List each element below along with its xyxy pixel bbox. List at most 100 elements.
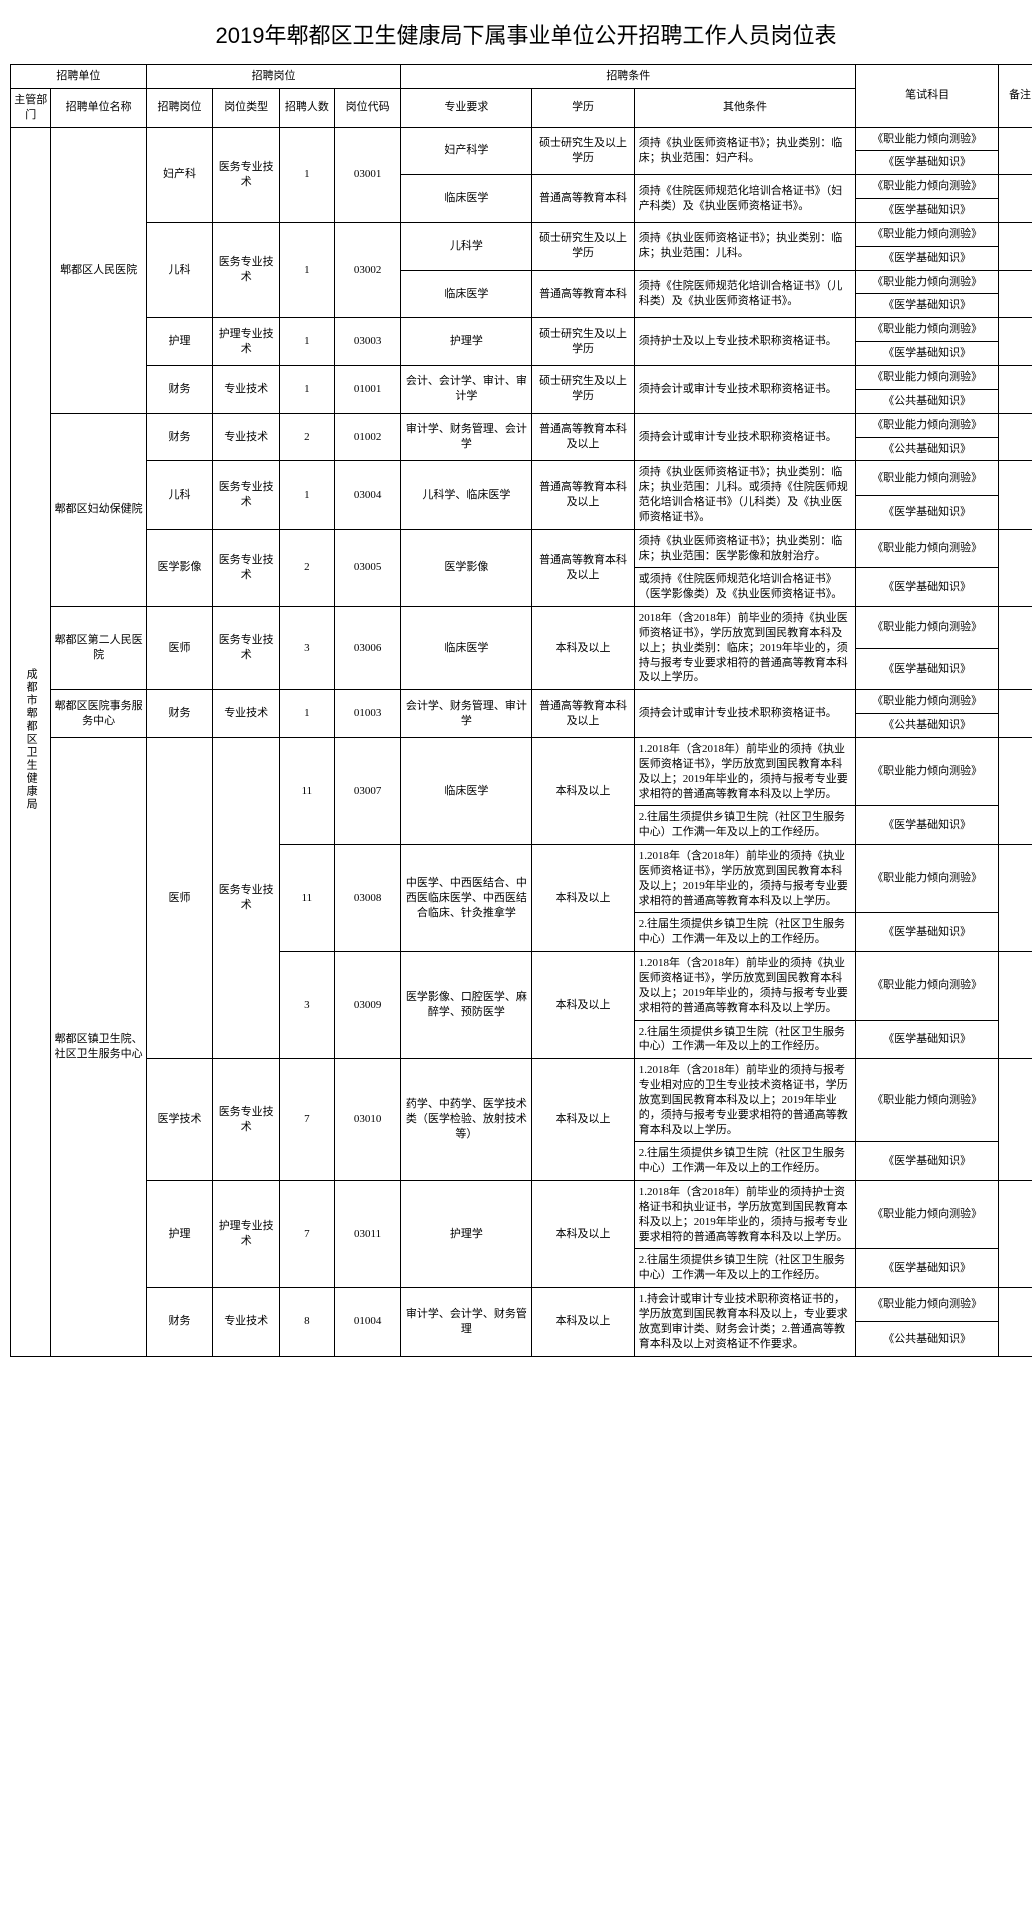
other-cell: 2.往届生须提供乡镇卫生院（社区卫生服务中心）工作满一年及以上的工作经历。: [634, 806, 855, 845]
post-cell: 财务: [146, 413, 213, 461]
exam-cell: 《职业能力倾向测验》: [856, 845, 999, 913]
num-cell: 8: [280, 1288, 335, 1356]
hdr-note: 备注: [999, 65, 1032, 128]
unit-cell: 郫都区第二人民医院: [51, 607, 146, 690]
other-cell: 1.2018年（含2018年）前毕业的须持《执业医师资格证书》，学历放宽到国民教…: [634, 952, 855, 1020]
exam-cell: 《职业能力倾向测验》: [856, 607, 999, 649]
edu-cell: 普通高等教育本科及以上: [532, 413, 634, 461]
edu-cell: 普通高等教育本科: [532, 270, 634, 318]
major-cell: 药学、中药学、医学技术类（医学检验、放射技术等）: [401, 1059, 532, 1181]
major-cell: 会计学、财务管理、审计学: [401, 690, 532, 738]
table-row: 郫都区妇幼保健院 财务 专业技术 2 01002 审计学、财务管理、会计学 普通…: [11, 413, 1032, 437]
exam-cell: 《医学基础知识》: [856, 1020, 999, 1059]
post-cell: 财务: [146, 690, 213, 738]
exam-cell: 《医学基础知识》: [856, 1142, 999, 1181]
post-cell: 财务: [146, 1288, 213, 1356]
num-cell: 11: [280, 845, 335, 952]
code-cell: 03006: [334, 607, 401, 690]
post-cell: 医学技术: [146, 1059, 213, 1181]
num-cell: 1: [280, 127, 335, 222]
num-cell: 1: [280, 461, 335, 529]
exam-cell: 《公共基础知识》: [856, 714, 999, 738]
hdr-dept: 主管部门: [11, 88, 51, 127]
other-cell: 1.持会计或审计专业技术职称资格证书的，学历放宽到国民教育本科及以上，专业要求放…: [634, 1288, 855, 1356]
major-cell: 审计学、会计学、财务管理: [401, 1288, 532, 1356]
code-cell: 03009: [334, 952, 401, 1059]
post-cell: 儿科: [146, 461, 213, 529]
hdr-recruit-post: 招聘岗位: [146, 65, 401, 89]
exam-cell: 《职业能力倾向测验》: [856, 690, 999, 714]
other-cell: 须持《执业医师资格证书》；执业类别：临床；执业范围：儿科。: [634, 222, 855, 270]
other-cell: 1.2018年（含2018年）前毕业的须持与报考专业相对应的卫生专业技术资格证书…: [634, 1059, 855, 1142]
exam-cell: 《职业能力倾向测验》: [856, 413, 999, 437]
num-cell: 7: [280, 1059, 335, 1181]
exam-cell: 《医学基础知识》: [856, 1249, 999, 1288]
other-cell: 须持会计或审计专业技术职称资格证书。: [634, 365, 855, 413]
num-cell: 3: [280, 607, 335, 690]
table-row: 儿科 医务专业技术 1 03002 儿科学 硕士研究生及以上学历 须持《执业医师…: [11, 222, 1032, 270]
num-cell: 1: [280, 222, 335, 317]
edu-cell: 硕士研究生及以上学历: [532, 127, 634, 175]
type-cell: 医务专业技术: [213, 1059, 280, 1181]
hdr-code: 岗位代码: [334, 88, 401, 127]
exam-cell: 《职业能力倾向测验》: [856, 1288, 999, 1322]
hdr-type: 岗位类型: [213, 88, 280, 127]
post-cell: 护理: [146, 1181, 213, 1288]
other-cell: 须持《住院医师规范化培训合格证书》（妇产科类）及《执业医师资格证书》。: [634, 175, 855, 223]
post-cell: 财务: [146, 365, 213, 413]
other-cell: 1.2018年（含2018年）前毕业的须持护士资格证书和执业证书，学历放宽到国民…: [634, 1181, 855, 1249]
exam-cell: 《职业能力倾向测验》《医学基础知识》: [856, 270, 999, 318]
major-cell: 妇产科学: [401, 127, 532, 175]
code-cell: 03004: [334, 461, 401, 529]
other-cell: 须持《执业医师资格证书》；执业类别：临床；执业范围：医学影像和放射治疗。: [634, 529, 855, 568]
exam-cell: 《职业能力倾向测验》《医学基础知识》: [856, 127, 999, 175]
type-cell: 专业技术: [213, 690, 280, 738]
num-cell: 1: [280, 318, 335, 366]
unit-cell: 郫都区镇卫生院、社区卫生服务中心: [51, 738, 146, 1357]
exam-cell: 《职业能力倾向测验》: [856, 318, 999, 342]
major-cell: 审计学、财务管理、会计学: [401, 413, 532, 461]
major-cell: 会计、会计学、审计、审计学: [401, 365, 532, 413]
code-cell: 03001: [334, 127, 401, 222]
hdr-major: 专业要求: [401, 88, 532, 127]
major-cell: 医学影像: [401, 529, 532, 606]
exam-cell: 《公共基础知识》: [856, 437, 999, 461]
hdr-other: 其他条件: [634, 88, 855, 127]
exam-cell: 《职业能力倾向测验》: [856, 1059, 999, 1142]
other-cell: 须持《执业医师资格证书》；执业类别：临床；执业范围：儿科。或须持《住院医师规范化…: [634, 461, 855, 529]
type-cell: 医务专业技术: [213, 127, 280, 222]
type-cell: 医务专业技术: [213, 529, 280, 606]
exam-cell: 《公共基础知识》: [856, 389, 999, 413]
major-cell: 医学影像、口腔医学、麻醉学、预防医学: [401, 952, 532, 1059]
table-row: 护理 护理专业技术 1 03003 护理学 硕士研究生及以上学历 须持护士及以上…: [11, 318, 1032, 342]
major-cell: 临床医学: [401, 738, 532, 845]
table-row: 郫都区第二人民医院 医师 医务专业技术 3 03006 临床医学 本科及以上 2…: [11, 607, 1032, 649]
other-cell: 2.往届生须提供乡镇卫生院（社区卫生服务中心）工作满一年及以上的工作经历。: [634, 1020, 855, 1059]
type-cell: 医务专业技术: [213, 607, 280, 690]
code-cell: 03002: [334, 222, 401, 317]
major-cell: 儿科学、临床医学: [401, 461, 532, 529]
num-cell: 1: [280, 690, 335, 738]
exam-cell: 《职业能力倾向测验》: [856, 952, 999, 1020]
other-cell: 或须持《住院医师规范化培训合格证书》（医学影像类）及《执业医师资格证书》。: [634, 568, 855, 607]
edu-cell: 本科及以上: [532, 1059, 634, 1181]
other-cell: 2.往届生须提供乡镇卫生院（社区卫生服务中心）工作满一年及以上的工作经历。: [634, 1142, 855, 1181]
code-cell: 01001: [334, 365, 401, 413]
code-cell: 01002: [334, 413, 401, 461]
major-cell: 儿科学: [401, 222, 532, 270]
hdr-unit: 招聘单位名称: [51, 88, 146, 127]
table-row: 财务 专业技术 1 01001 会计、会计学、审计、审计学 硕士研究生及以上学历…: [11, 365, 1032, 389]
type-cell: 专业技术: [213, 365, 280, 413]
num-cell: 2: [280, 413, 335, 461]
exam-cell: 《职业能力倾向测验》: [856, 1181, 999, 1249]
code-cell: 03008: [334, 845, 401, 952]
code-cell: 03010: [334, 1059, 401, 1181]
type-cell: 专业技术: [213, 413, 280, 461]
table-row: 郫都区医院事务服务中心 财务 专业技术 1 01003 会计学、财务管理、审计学…: [11, 690, 1032, 714]
exam-cell: 《医学基础知识》: [856, 648, 999, 690]
major-cell: 护理学: [401, 318, 532, 366]
unit-cell: 郫都区妇幼保健院: [51, 413, 146, 606]
edu-cell: 硕士研究生及以上学历: [532, 365, 634, 413]
exam-cell: 《职业能力倾向测验》《医学基础知识》: [856, 175, 999, 223]
exam-cell: 《医学基础知识》: [856, 806, 999, 845]
